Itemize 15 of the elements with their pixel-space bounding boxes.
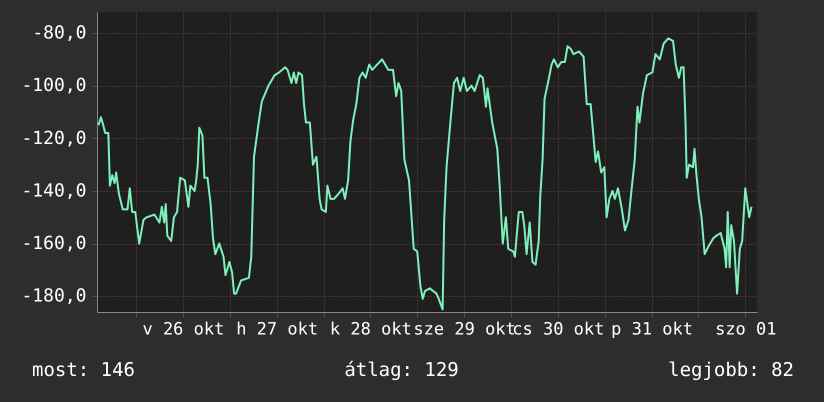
x-tick-label: k 28 okt [330,320,412,340]
y-tick-label: -180,0 [21,286,86,307]
x-tick-label: cs 30 okt [512,320,604,340]
text: most: 146 [32,359,135,381]
y-tick-label: -100,0 [21,75,86,96]
y-tick-label: -80,0 [32,22,86,44]
x-tick-label: h 27 okt [236,320,318,340]
y-tick-label: -120,0 [21,128,86,149]
y-tick-label: -160,0 [21,233,86,254]
text: átlag: 129 [344,359,459,381]
x-tick-label: szo 01 [715,320,776,340]
y-tick-label: -140,0 [21,180,86,202]
x-tick-label: v 26 okt [142,320,224,340]
text: legjobb: 82 [668,359,794,381]
x-tick-label: p 31 okt [611,320,693,340]
